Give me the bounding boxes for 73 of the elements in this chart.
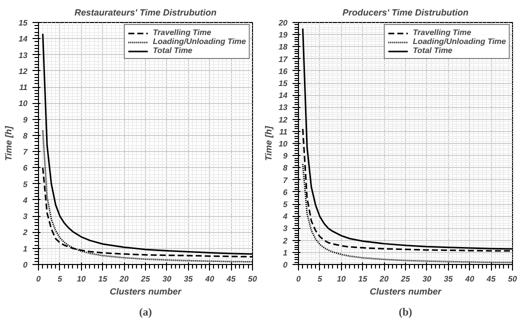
y-tick-label: 14 [278,91,288,100]
x-tick-label: 50 [508,274,518,284]
y-tick-label: 4 [22,196,28,205]
x-tick-label: 30 [162,274,172,284]
y-tick-label: 11 [279,127,288,136]
x-axis-title: Clusters number [110,286,182,296]
y-tick-label: 3 [23,212,28,222]
chart-title: Restaurateurs' Time Distrubution [74,8,218,18]
x-tick-label: 30 [422,274,432,284]
y-tick-label: 8 [23,131,28,140]
legend-label: Travelling Time [152,28,212,37]
y-tick-label: 4 [282,212,288,222]
x-tick-label: 40 [464,274,475,284]
y-axis-title: Time [h] [264,125,274,161]
x-tick-label: 45 [486,274,496,284]
x-tick-label: 25 [140,274,150,284]
y-tick-label: 0 [283,260,288,270]
y-tick-label: 2 [282,236,288,246]
legend-label: Loading/Unloading Time [152,37,246,46]
y-tick-label: 7 [283,176,288,185]
x-tick-label: 35 [184,274,194,284]
legend-label: Total Time [152,46,192,55]
y-tick-label: 11 [19,83,28,92]
y-tick-label: 10 [278,140,288,148]
text: (a) [139,306,152,318]
y-tick-label: 15 [278,79,288,88]
x-tick-label: 10 [336,274,346,284]
y-tick-label: 0 [23,260,28,270]
y-tick-label: 6 [23,164,28,173]
y-tick-label: 12 [278,115,288,124]
x-tick-label: 0 [296,274,302,284]
y-tick-label: 18 [278,42,288,52]
x-tick-label: 20 [378,274,390,284]
y-tick-label: 9 [23,115,28,124]
x-tick-label: 5 [58,274,63,284]
y-tick-label: 1 [23,244,28,254]
y-tick-label: 13 [278,103,288,112]
y-tick-label: 20 [278,18,288,28]
x-tick-label: 25 [400,274,410,284]
y-tick-label: 17 [278,54,288,64]
legend-label: Travelling Time [412,28,472,37]
y-tick-label: 3 [283,224,288,234]
x-tick-label: 15 [358,274,368,284]
x-tick-label: 10 [76,274,86,284]
x-tick-label: 35 [444,274,454,284]
text: (b) [398,306,413,318]
y-tick-label: 13 [18,50,28,60]
x-tick-label: 50 [248,274,258,284]
y-tick-label: 2 [22,228,28,238]
y-tick-label: 8 [283,164,288,173]
x-tick-label: 40 [204,274,215,284]
x-axis-title: Clusters number [370,286,442,296]
x-tick-label: 0 [36,274,42,284]
x-tick-label: 45 [226,274,236,284]
y-axis-title: Time [h] [4,125,14,161]
y-tick-label: 5 [23,180,28,189]
legend-label: Total Time [412,46,452,55]
legend-label: Loading/Unloading Time [412,37,506,46]
y-tick-label: 6 [283,188,288,197]
y-tick-label: 1 [283,248,288,258]
chart-title: Producers' Time Distrubution [342,8,469,18]
y-tick-label: 9 [283,152,288,161]
y-tick-label: 15 [18,18,28,28]
x-tick-label: 20 [118,274,130,284]
y-tick-label: 10 [18,99,28,108]
y-tick-label: 7 [23,148,28,157]
y-tick-label: 5 [283,200,288,209]
y-tick-label: 12 [18,66,28,76]
y-tick-label: 14 [18,34,28,44]
y-tick-label: 16 [278,66,288,76]
x-tick-label: 15 [98,274,108,284]
y-tick-label: 19 [278,30,288,40]
x-tick-label: 5 [318,274,323,284]
